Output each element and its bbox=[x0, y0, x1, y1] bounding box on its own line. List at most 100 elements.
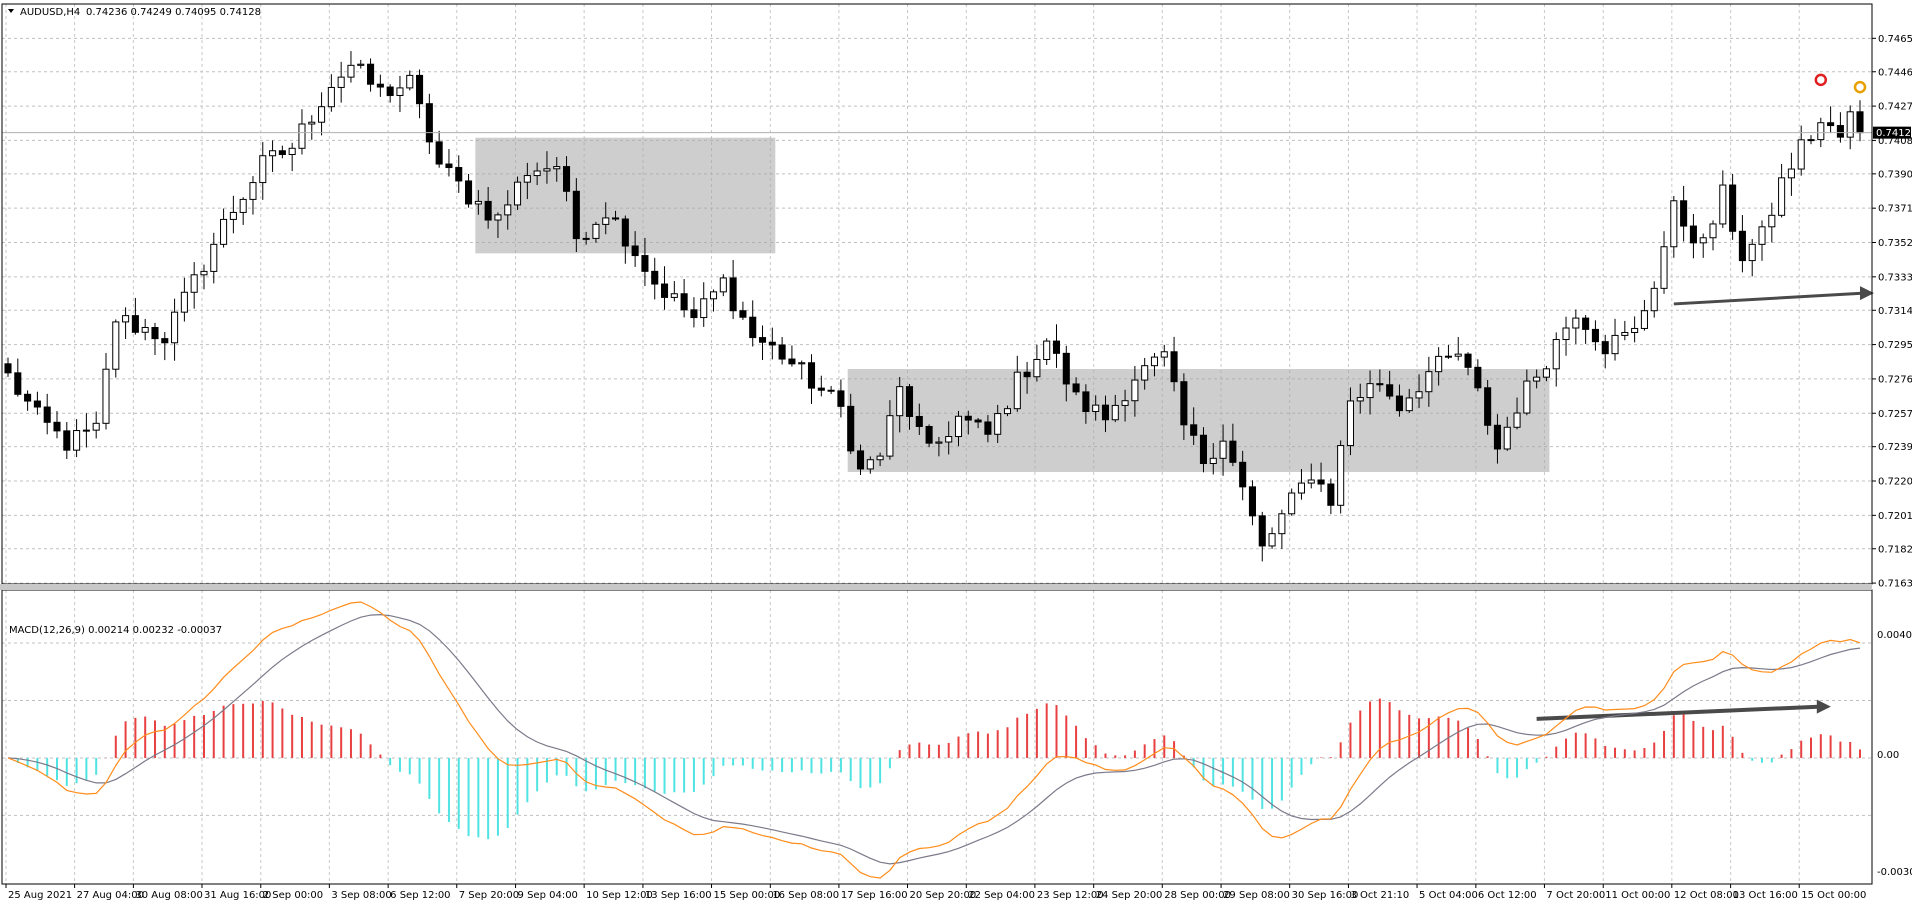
price-tick-label: 0.74465 bbox=[1878, 67, 1912, 78]
price-tick-label: 0.72575 bbox=[1878, 409, 1912, 420]
candle-bull bbox=[180, 291, 188, 313]
candle-bear bbox=[1836, 125, 1844, 138]
candle-bear bbox=[367, 63, 375, 85]
candle-bear bbox=[1376, 383, 1384, 386]
candle-bull bbox=[1297, 482, 1305, 494]
candle-bear bbox=[837, 390, 845, 407]
candle-bear bbox=[690, 309, 698, 319]
candle-bull bbox=[1288, 492, 1296, 515]
price-tick-label: 0.72765 bbox=[1878, 374, 1912, 385]
candle-bear bbox=[43, 406, 51, 423]
candle-bull bbox=[1631, 327, 1639, 334]
candle-bull bbox=[229, 211, 237, 220]
candle-bull bbox=[1356, 397, 1364, 402]
chevron-down-icon[interactable] bbox=[8, 9, 14, 13]
candle-bear bbox=[1258, 515, 1266, 547]
candle-bull bbox=[1670, 200, 1678, 248]
symbol-label: AUDUSD,H4 bbox=[20, 7, 80, 18]
candle-bear bbox=[974, 419, 982, 423]
time-tick-label: 12 Oct 08:00 bbox=[1674, 890, 1739, 900]
candle-bull bbox=[1611, 334, 1619, 355]
candle-bull bbox=[1699, 237, 1707, 244]
candle-bull bbox=[1141, 365, 1149, 381]
candle-bull bbox=[896, 386, 904, 417]
candle-bear bbox=[749, 316, 757, 339]
candle-bear bbox=[131, 315, 139, 333]
candle-bull bbox=[1131, 379, 1139, 402]
time-tick-label: 30 Aug 08:00 bbox=[135, 890, 202, 900]
candle-bull bbox=[1454, 353, 1462, 357]
time-tick-label: 22 Sep 04:00 bbox=[968, 890, 1035, 900]
candle-bull bbox=[1425, 371, 1433, 393]
candle-bull bbox=[1719, 184, 1727, 225]
candle-bull bbox=[1523, 380, 1531, 414]
current-price-label: 0.74128 bbox=[1876, 128, 1912, 139]
pane-separator[interactable] bbox=[0, 584, 1872, 590]
candle-bull bbox=[406, 74, 414, 89]
candle-bear bbox=[680, 293, 688, 311]
candle-bull bbox=[719, 277, 727, 293]
candle-bull bbox=[592, 223, 600, 239]
candle-bear bbox=[1248, 486, 1257, 517]
candle-bull bbox=[954, 415, 963, 438]
candle-bull bbox=[239, 198, 247, 213]
candle-bull bbox=[1787, 168, 1795, 179]
candle-bull bbox=[1219, 440, 1227, 459]
time-tick-label: 17 Sep 16:00 bbox=[841, 890, 908, 900]
time-tick-label: 5 Oct 04:00 bbox=[1419, 890, 1478, 900]
candle-bull bbox=[1111, 404, 1119, 421]
candle-bear bbox=[1582, 317, 1590, 330]
time-tick-label: 15 Oct 00:00 bbox=[1801, 890, 1866, 900]
candle-bear bbox=[53, 421, 61, 432]
candle-bull bbox=[1307, 479, 1315, 484]
candle-bear bbox=[1856, 111, 1864, 134]
candle-bear bbox=[278, 150, 286, 156]
candle-bull bbox=[1444, 355, 1452, 358]
current-price-badge bbox=[1873, 126, 1911, 139]
candle-bull bbox=[318, 106, 326, 123]
candle-bear bbox=[1317, 479, 1325, 485]
candle-bear bbox=[1190, 424, 1198, 436]
candle-bull bbox=[1846, 111, 1854, 138]
time-tick-label: 3 Oct 21:10 bbox=[1350, 890, 1409, 900]
candle-bear bbox=[847, 405, 855, 452]
candle-bull bbox=[700, 298, 708, 319]
candle-bear bbox=[641, 255, 649, 272]
ohlc-label: 0.74236 0.74249 0.74095 0.74128 bbox=[86, 7, 261, 18]
macd-signal-line bbox=[7, 613, 1861, 865]
time-tick-label: 7 Oct 20:00 bbox=[1546, 890, 1605, 900]
candle-bear bbox=[964, 415, 972, 421]
macd-trend-arrow-line bbox=[1536, 704, 1821, 721]
candle-bull bbox=[602, 217, 610, 225]
candle-bull bbox=[190, 274, 198, 293]
price-tick-label: 0.72955 bbox=[1878, 340, 1912, 351]
candle-bear bbox=[563, 166, 571, 192]
candle-bear bbox=[484, 200, 492, 221]
time-tick-label: 6 Oct 12:00 bbox=[1478, 890, 1537, 900]
candle-bear bbox=[1386, 384, 1394, 397]
candle-bull bbox=[1337, 445, 1345, 506]
candle-bull bbox=[1405, 397, 1413, 412]
candle-bull bbox=[327, 86, 335, 108]
candle-bear bbox=[1180, 381, 1188, 426]
time-tick-label: 16 Sep 08:00 bbox=[772, 890, 839, 900]
candle-bull bbox=[1209, 457, 1217, 465]
candle-bull bbox=[269, 150, 277, 157]
candle-bear bbox=[729, 277, 737, 312]
time-tick-label: 2 Sep 00:00 bbox=[263, 890, 323, 900]
candle-bear bbox=[1484, 387, 1492, 426]
candle-bull bbox=[1542, 368, 1550, 378]
candle-bull bbox=[122, 315, 130, 323]
swing-high-marker bbox=[1853, 80, 1867, 94]
candle-bull bbox=[886, 415, 894, 457]
consolidation-zone bbox=[847, 368, 1550, 472]
candle-bear bbox=[1729, 184, 1737, 232]
candle-bear bbox=[1239, 461, 1247, 488]
candle-bull bbox=[945, 436, 953, 443]
candle-bull bbox=[347, 64, 355, 78]
time-tick-label: 28 Sep 00:00 bbox=[1164, 890, 1231, 900]
